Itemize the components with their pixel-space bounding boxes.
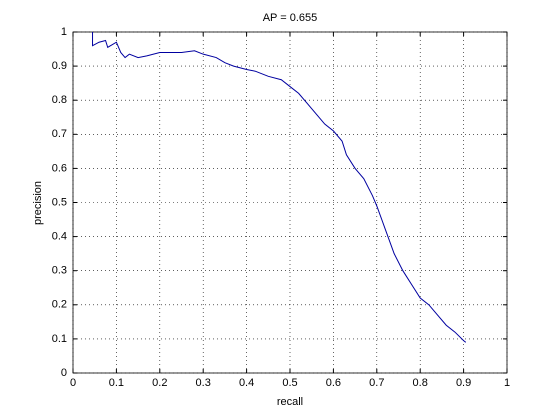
x-axis-label: recall	[277, 396, 303, 408]
chart-title: AP = 0.655	[263, 12, 318, 24]
y-tick-label: 0.8	[52, 94, 67, 106]
y-tick-label: 0	[61, 367, 67, 379]
x-tick-label: 0	[70, 377, 76, 389]
y-tick-label: 0.3	[52, 265, 67, 277]
y-tick-label: 0.2	[52, 299, 67, 311]
y-tick-label: 0.9	[52, 60, 67, 72]
y-axis-label: precision	[32, 181, 44, 225]
x-tick-label: 0.8	[413, 377, 428, 389]
y-tick-label: 0.5	[52, 196, 67, 208]
x-tick-label: 0.9	[456, 377, 471, 389]
x-tick-label: 0.1	[109, 377, 124, 389]
x-tick-label: 0.6	[326, 377, 341, 389]
x-tick-label: 1	[504, 377, 510, 389]
y-tick-label: 0.7	[52, 128, 67, 140]
pr-curve	[92, 32, 467, 343]
y-tick-label: 1	[61, 26, 67, 38]
y-tick-label: 0.6	[52, 162, 67, 174]
x-tick-label: 0.5	[282, 377, 297, 389]
x-tick-label: 0.3	[196, 377, 211, 389]
x-tick-label: 0.4	[239, 377, 254, 389]
x-tick-label: 0.2	[152, 377, 167, 389]
y-tick-label: 0.4	[52, 231, 67, 243]
x-tick-label: 0.7	[369, 377, 384, 389]
y-tick-label: 0.1	[52, 333, 67, 345]
